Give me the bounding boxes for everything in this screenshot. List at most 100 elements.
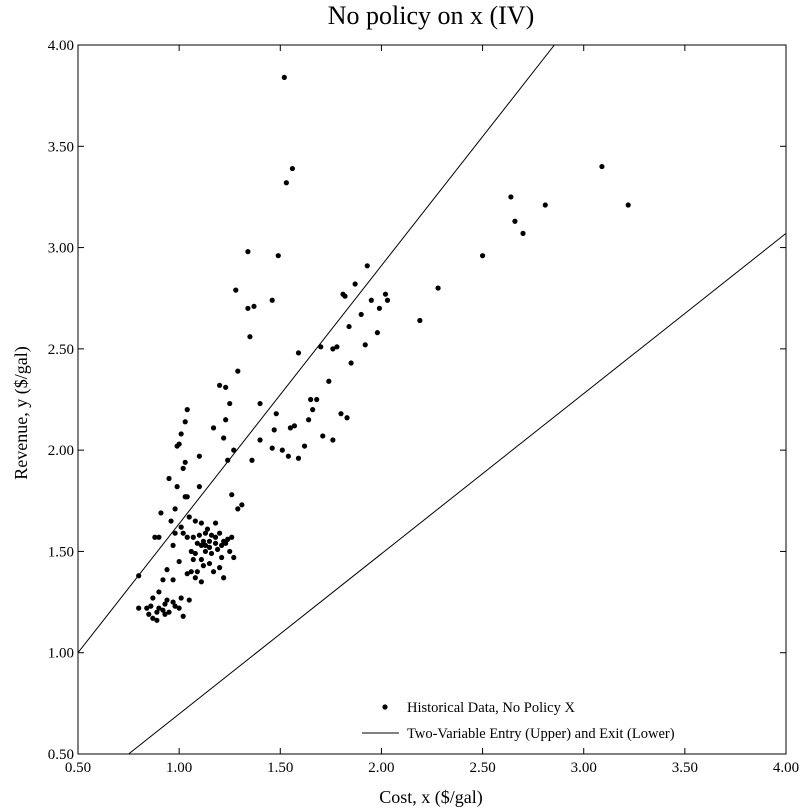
data-point — [229, 492, 235, 498]
data-point — [154, 609, 160, 615]
data-point — [229, 534, 235, 540]
data-point — [249, 457, 255, 463]
data-point — [247, 334, 253, 340]
data-point — [208, 550, 215, 557]
data-point — [136, 605, 142, 611]
data-point — [198, 542, 204, 548]
legend: Historical Data, No Policy X Two-Variabl… — [362, 700, 675, 742]
boundary-lines — [78, 45, 786, 754]
data-point — [275, 253, 281, 259]
chart-title: No policy on x (IV) — [328, 1, 535, 30]
data-point — [435, 285, 441, 291]
data-point — [166, 609, 172, 615]
legend-label-entry-exit: Two-Variable Entry (Upper) and Exit (Low… — [407, 726, 675, 742]
data-point — [192, 518, 198, 524]
data-point — [186, 514, 192, 520]
data-point — [146, 611, 152, 617]
plot-frame — [77, 44, 787, 755]
data-point — [178, 524, 184, 530]
data-point — [178, 431, 184, 437]
data-point — [166, 475, 172, 482]
data-point — [212, 540, 219, 546]
data-point — [308, 396, 314, 403]
data-point — [338, 411, 344, 417]
data-point — [417, 317, 423, 324]
y-tick-label: 1.50 — [48, 544, 74, 560]
data-point — [231, 447, 237, 453]
y-tick-label: 4.00 — [48, 38, 74, 54]
data-point — [202, 530, 209, 536]
data-point — [235, 506, 241, 512]
data-point — [214, 546, 221, 553]
data-point — [225, 536, 231, 542]
data-point — [176, 558, 182, 565]
legend-label-historical: Historical Data, No Policy X — [407, 700, 575, 716]
data-point — [206, 560, 213, 567]
data-point — [358, 311, 364, 318]
data-point — [156, 589, 162, 595]
data-point — [295, 455, 302, 461]
data-point — [291, 423, 298, 429]
data-point — [198, 579, 204, 585]
data-point — [334, 344, 340, 350]
data-point — [180, 530, 186, 536]
data-point — [342, 293, 348, 299]
data-point — [172, 506, 178, 512]
data-point — [212, 534, 219, 540]
data-point — [152, 534, 158, 540]
data-point — [376, 305, 383, 311]
data-point — [180, 613, 186, 619]
data-point — [235, 368, 241, 374]
data-point — [170, 542, 176, 548]
entry-line-upper — [78, 45, 555, 654]
data-point — [188, 569, 194, 575]
data-point — [314, 396, 320, 403]
data-point — [271, 427, 277, 433]
data-point — [170, 599, 176, 605]
data-point — [217, 565, 223, 571]
data-point — [164, 597, 170, 603]
data-point — [184, 571, 190, 577]
data-point — [172, 530, 178, 536]
data-point — [281, 74, 287, 81]
data-point — [257, 437, 263, 443]
data-point — [251, 303, 257, 309]
data-point — [287, 425, 293, 431]
data-point — [326, 378, 332, 384]
data-point — [144, 605, 150, 611]
data-point — [150, 615, 156, 621]
data-point — [368, 297, 374, 303]
data-point — [194, 569, 200, 575]
data-point — [384, 297, 391, 303]
data-point — [245, 305, 251, 311]
data-point — [221, 435, 227, 441]
y-tick-label: 0.50 — [48, 747, 74, 763]
exit-line-lower — [128, 232, 786, 754]
data-point — [202, 542, 209, 548]
data-point — [192, 550, 198, 557]
data-point — [192, 575, 198, 581]
data-point — [212, 520, 219, 526]
data-point — [320, 433, 326, 439]
data-point — [227, 548, 233, 555]
data-point — [194, 540, 200, 546]
data-point — [182, 419, 188, 425]
data-point — [150, 595, 156, 601]
data-point — [223, 417, 229, 423]
data-point — [257, 400, 263, 407]
legend-marker-dot — [382, 704, 388, 710]
y-tick-label: 1.00 — [48, 646, 74, 662]
data-point — [190, 534, 196, 540]
x-tick-label: 1.00 — [166, 760, 192, 776]
data-point — [283, 180, 289, 186]
y-tick-label: 2.00 — [48, 443, 74, 459]
data-point — [196, 532, 202, 538]
data-point — [174, 484, 180, 490]
y-tick-label: 3.00 — [48, 241, 74, 257]
data-point — [221, 575, 227, 581]
data-point — [217, 530, 223, 536]
data-point — [148, 603, 154, 609]
data-point — [223, 384, 229, 390]
data-point — [170, 577, 176, 583]
data-point — [200, 563, 207, 569]
